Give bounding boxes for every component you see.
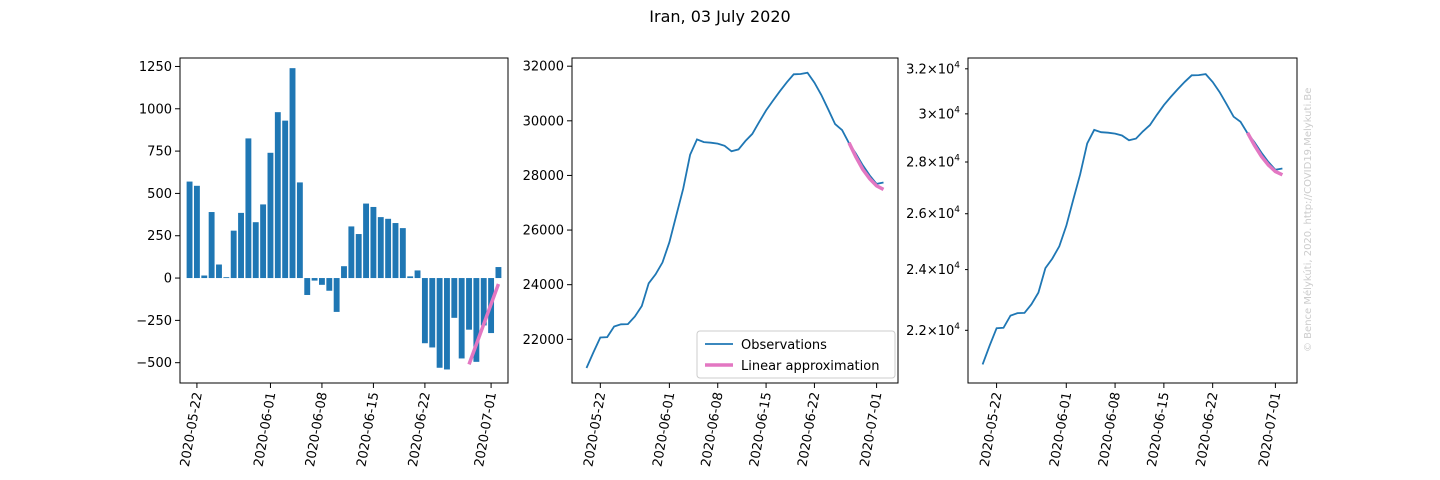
y-tick-label: 28000: [523, 169, 564, 184]
x-tick-label: 2020-06-08: [303, 391, 331, 468]
y-tick-label: 26000: [523, 224, 564, 239]
x-tick-label: 2020-06-08: [699, 391, 727, 468]
x-tick-label: 2020-06-01: [650, 391, 678, 468]
bar: [385, 218, 392, 279]
bar: [311, 278, 318, 281]
bar-panel: −500 −250 0 250 500 750 1000 1250 2020-05-22 2020…: [136, 57, 509, 468]
bar: [348, 226, 355, 279]
bar: [466, 278, 472, 330]
x-tick-label: 2020-05-22: [178, 391, 206, 468]
bar: [392, 223, 399, 279]
y-tick-label: 3.2×104: [906, 60, 960, 77]
y-tick-label: 24000: [523, 278, 564, 293]
figure-title: Iran, 03 July 2020: [649, 7, 790, 26]
bar: [473, 278, 480, 362]
y-tick-label: 500: [147, 187, 172, 202]
bar: [436, 278, 443, 368]
bar: [407, 276, 414, 279]
bar: [223, 277, 230, 279]
log-line-panel: 2.2×104 2.4×104 2.6×104 2.8×104 3×104 3.2×104…: [906, 57, 1298, 468]
x-tick-label: 2020-07-01: [472, 391, 500, 468]
bar: [429, 278, 436, 348]
bar: [289, 68, 296, 279]
x-tick-label: 2020-06-08: [1096, 391, 1124, 468]
bar: [480, 278, 487, 326]
x-tick-label: 2020-05-22: [581, 391, 609, 468]
bar: [274, 112, 281, 279]
bar: [186, 181, 193, 279]
bar: [414, 270, 421, 279]
bar: [208, 212, 215, 279]
x-tick-label: 2020-06-15: [747, 391, 775, 468]
bar: [370, 206, 377, 279]
approximation-line: [847, 141, 885, 191]
axes-frame-1: [571, 57, 899, 384]
x-tick-label: 2020-07-01: [1256, 391, 1284, 468]
bar: [333, 278, 340, 312]
bar: [238, 212, 244, 279]
axes-frame-2: [967, 57, 1298, 384]
approximation-line: [1245, 131, 1284, 177]
observations-line: [585, 71, 884, 369]
bar: [252, 222, 259, 279]
bar: [495, 267, 502, 279]
axes-frame-0: [179, 57, 509, 384]
x-tick-label: 2020-06-15: [354, 391, 382, 468]
y-tick-label: 30000: [523, 114, 564, 129]
bar: [363, 203, 370, 279]
bar: [421, 278, 428, 344]
bar: [341, 266, 347, 279]
x-tick-label: 2020-06-01: [1047, 391, 1075, 468]
x-tick-label: 2020-06-22: [1194, 391, 1222, 468]
bar: [245, 138, 252, 279]
bar: [230, 230, 237, 279]
bar: [451, 278, 458, 318]
y-tick-label: 2.2×104: [906, 322, 960, 339]
y-tick-label: 2.8×104: [906, 154, 960, 171]
bar: [267, 152, 274, 279]
observations-line: [981, 73, 1283, 365]
y-tick-label: 3×104: [919, 105, 961, 122]
bar: [193, 185, 200, 279]
y-tick-label: 1250: [139, 60, 172, 75]
bar: [282, 120, 289, 279]
x-tick-label: 2020-06-15: [1145, 391, 1173, 468]
legend: [696, 330, 896, 379]
approximation-line: [467, 283, 501, 365]
y-tick-label: −250: [136, 314, 172, 329]
y-tick-label: 22000: [523, 333, 564, 348]
bar: [458, 278, 465, 359]
bar: [296, 182, 303, 279]
bar: [399, 228, 406, 279]
bar: [444, 278, 450, 370]
bar: [377, 217, 384, 279]
bar: [201, 275, 208, 279]
bar: [355, 234, 362, 279]
x-tick-label: 2020-07-01: [858, 391, 886, 468]
bar: [326, 278, 333, 291]
y-tick-label: 2.4×104: [906, 261, 960, 278]
bar: [304, 278, 311, 295]
legend-label: Observations: [741, 338, 827, 353]
y-tick-label: 32000: [523, 60, 564, 75]
bar: [216, 264, 222, 279]
y-tick-label: −500: [136, 356, 172, 371]
bar: [318, 278, 325, 285]
y-tick-label: 1000: [139, 102, 172, 117]
x-tick-label: 2020-05-22: [978, 391, 1006, 468]
y-tick-label: 0: [164, 272, 172, 287]
y-tick-label: 250: [147, 229, 172, 244]
x-tick-label: 2020-06-22: [795, 391, 823, 468]
y-tick-label: 750: [147, 145, 172, 160]
x-tick-label: 2020-06-01: [252, 391, 280, 468]
y-tick-label: 2.6×104: [906, 205, 960, 222]
x-tick-label: 2020-06-22: [406, 391, 434, 468]
credit-text: © Bence Mélykúti, 2020. http://COVID19.M…: [1302, 88, 1314, 352]
legend-label: Linear approximation: [741, 359, 879, 374]
bar: [260, 204, 267, 279]
line-panel: 22000 24000 26000 28000 30000 32000 Observatio…: [523, 57, 899, 468]
